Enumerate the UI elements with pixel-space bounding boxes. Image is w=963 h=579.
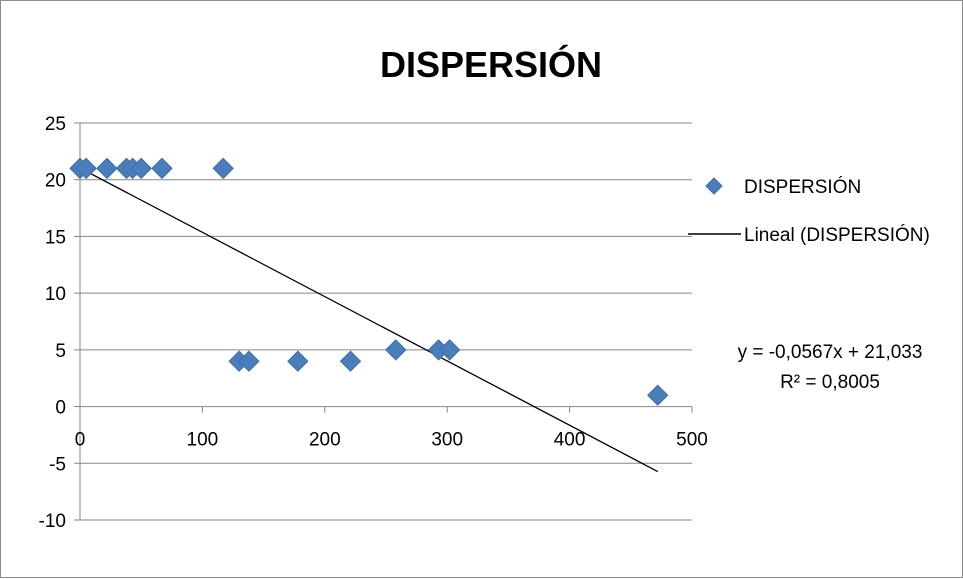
x-tick-labels: 0 100 200 300 400 500 [75, 430, 708, 451]
x-tick-label: 100 [187, 430, 219, 451]
data-point [212, 157, 234, 180]
data-point [75, 157, 97, 180]
data-point [438, 339, 461, 361]
trendline-equation: y = -0,0567x + 21,033 [738, 342, 923, 363]
x-tick-label: 300 [431, 430, 463, 451]
y-tick-label: 5 [55, 341, 66, 362]
y-tick-label: -10 [39, 511, 66, 532]
trendline-r-squared: R² = 0,8005 [780, 372, 880, 393]
data-point [96, 157, 118, 180]
data-point [287, 350, 309, 372]
x-tick-label: 500 [676, 430, 708, 451]
data-point [130, 157, 152, 180]
legend-marker-diamond [705, 177, 723, 195]
data-point [151, 157, 173, 180]
y-tick-label: 0 [55, 398, 66, 419]
y-tick-label: 15 [45, 227, 66, 248]
data-points [69, 157, 669, 406]
legend-label-series: DISPERSIÓN [744, 176, 861, 198]
data-point [385, 339, 407, 361]
x-tick-label: 400 [554, 430, 586, 451]
legend: DISPERSIÓN Lineal (DISPERSIÓN) [688, 176, 930, 246]
data-point [339, 350, 362, 372]
trendline [79, 167, 659, 473]
data-point [238, 350, 260, 372]
axes [74, 122, 693, 521]
y-tick-label: 20 [45, 171, 66, 192]
y-tick-label: 10 [45, 284, 66, 305]
x-tick-label: 0 [75, 430, 86, 451]
legend-label-trendline: Lineal (DISPERSIÓN) [744, 224, 930, 246]
y-tick-label: 25 [45, 114, 66, 135]
chart-title: DISPERSIÓN [380, 43, 602, 85]
trendline-layer [79, 167, 659, 473]
grid-lines [80, 122, 692, 521]
data-point [647, 384, 669, 406]
x-tick-label: 200 [309, 430, 341, 451]
y-tick-labels: -10 -5 0 5 10 15 20 25 [39, 114, 66, 532]
y-tick-label: -5 [49, 454, 66, 475]
